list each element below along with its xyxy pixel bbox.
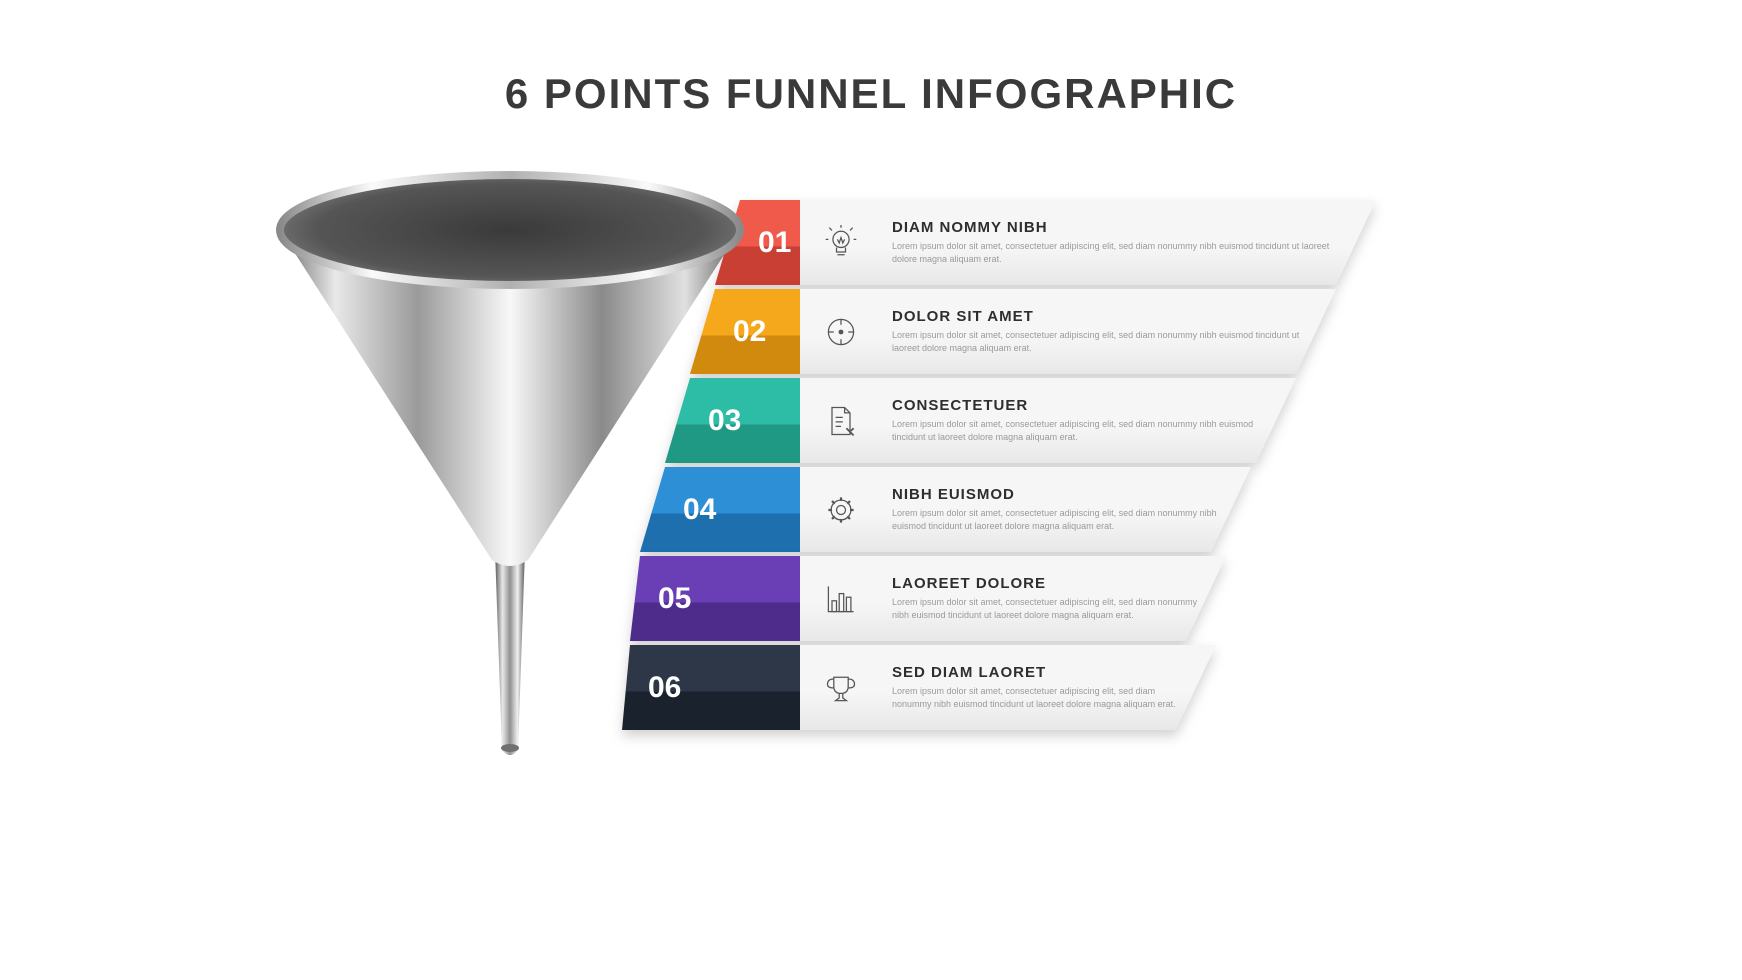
row-body: DOLOR SIT AMET Lorem ipsum dolor sit amet… xyxy=(796,289,1336,374)
row-text: LAOREET DOLORE Lorem ipsum dolor sit amet… xyxy=(886,565,1226,631)
row-text: DOLOR SIT AMET Lorem ipsum dolor sit amet… xyxy=(886,298,1336,364)
lightbulb-icon xyxy=(796,225,886,261)
gear-icon xyxy=(796,492,886,528)
row-title: DIAM NOMMY NIBH xyxy=(892,219,1356,236)
row-description: Lorem ipsum dolor sit amet, consectetuer… xyxy=(892,507,1231,532)
row-text: SED DIAM LAORET Lorem ipsum dolor sit ame… xyxy=(886,654,1216,720)
document-icon xyxy=(796,403,886,439)
row-body: LAOREET DOLORE Lorem ipsum dolor sit amet… xyxy=(796,556,1226,641)
row-title: DOLOR SIT AMET xyxy=(892,308,1316,325)
row-description: Lorem ipsum dolor sit amet, consectetuer… xyxy=(892,685,1196,710)
row-text: NIBH EUISMOD Lorem ipsum dolor sit amet, … xyxy=(886,476,1251,542)
infographic-container: 6 POINTS FUNNEL INFOGRAPHIC DIAM NOMMY N… xyxy=(0,0,1742,980)
row-title: CONSECTETUER xyxy=(892,397,1276,414)
row-body: DIAM NOMMY NIBH Lorem ipsum dolor sit ame… xyxy=(796,200,1376,285)
row-text: DIAM NOMMY NIBH Lorem ipsum dolor sit ame… xyxy=(886,209,1376,275)
row-body: NIBH EUISMOD Lorem ipsum dolor sit amet, … xyxy=(796,467,1251,552)
row-description: Lorem ipsum dolor sit amet, consectetuer… xyxy=(892,596,1206,621)
barchart-icon xyxy=(796,581,886,617)
row-title: NIBH EUISMOD xyxy=(892,486,1231,503)
row-description: Lorem ipsum dolor sit amet, consectetuer… xyxy=(892,240,1356,265)
funnel-graphic xyxy=(260,160,760,780)
row-text: CONSECTETUER Lorem ipsum dolor sit amet, … xyxy=(886,387,1296,453)
row-title: SED DIAM LAORET xyxy=(892,664,1196,681)
row-body: SED DIAM LAORET Lorem ipsum dolor sit ame… xyxy=(796,645,1216,730)
row-description: Lorem ipsum dolor sit amet, consectetuer… xyxy=(892,418,1276,443)
row-number: 01 xyxy=(758,226,791,260)
row-body: CONSECTETUER Lorem ipsum dolor sit amet, … xyxy=(796,378,1296,463)
row-title: LAOREET DOLORE xyxy=(892,575,1206,592)
trophy-icon xyxy=(796,670,886,706)
target-icon xyxy=(796,314,886,350)
row-description: Lorem ipsum dolor sit amet, consectetuer… xyxy=(892,329,1316,354)
page-title: 6 POINTS FUNNEL INFOGRAPHIC xyxy=(505,70,1237,118)
